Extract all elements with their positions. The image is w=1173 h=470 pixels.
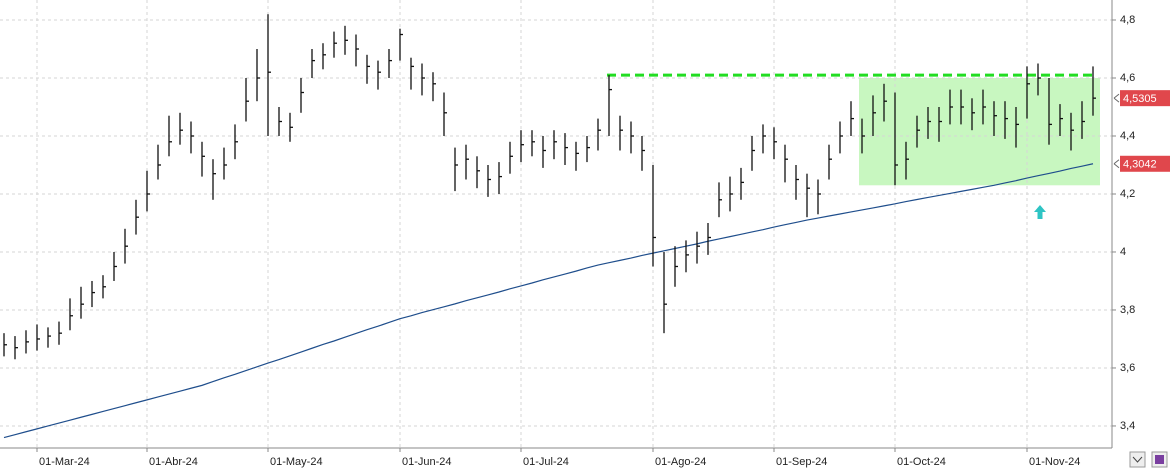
background-layer: [0, 0, 1112, 448]
y-tick-label: 4,6: [1120, 72, 1135, 84]
x-tick-label: 01-Mar-24: [39, 456, 90, 468]
moving-average: [3, 163, 1094, 439]
x-tick-label: 01-Abr-24: [149, 456, 198, 468]
y-tick-label: 3,8: [1120, 304, 1135, 316]
x-tick-label: 01-Ago-24: [655, 456, 706, 468]
y-tick-label: 3,6: [1120, 362, 1135, 374]
x-tick-label: 01-Oct-24: [897, 456, 946, 468]
save-icon: [1155, 455, 1164, 464]
y-tick-label: 4,4: [1120, 130, 1135, 142]
x-tick-label: 01-Jul-24: [523, 456, 569, 468]
arrow-icon: [1034, 205, 1046, 219]
close-tag-box: [1120, 90, 1170, 107]
x-tick-label: 01-Sep-24: [776, 456, 827, 468]
scroll-icon: [1132, 456, 1143, 463]
ma-tag-pointer: [1113, 159, 1120, 169]
y-tick-label: 4: [1120, 246, 1126, 258]
y-tick-label: 4,8: [1120, 14, 1135, 26]
scroll-button[interactable]: [1129, 451, 1146, 468]
y-tick-label: 4,2: [1120, 188, 1135, 200]
x-tick-label: 01-Nov-24: [1029, 456, 1080, 468]
x-tick-label: 01-May-24: [270, 456, 323, 468]
x-tick-label: 01-Jun-24: [402, 456, 452, 468]
y-tick-label: 3,4: [1120, 420, 1135, 432]
close-tag-pointer: [1113, 93, 1120, 103]
ma-tag-label: 4,3042: [1123, 159, 1157, 171]
ma-tag-box: [1120, 155, 1170, 172]
close-tag-label: 4,5305: [1123, 93, 1157, 105]
